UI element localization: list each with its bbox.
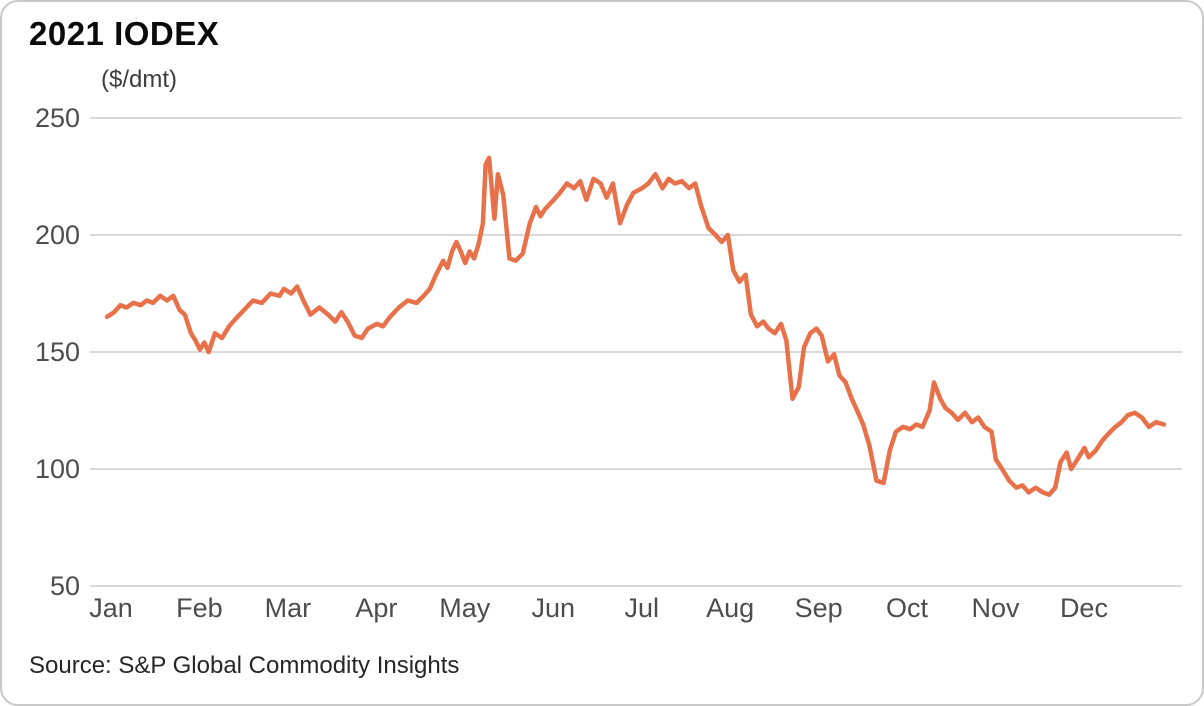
x-axis-label: Sep (795, 593, 843, 623)
x-axis-label: May (439, 593, 491, 623)
price-line (104, 155, 1167, 497)
x-axis-label: Jun (531, 593, 575, 623)
x-axis-label: Nov (971, 593, 1020, 623)
x-axis-label: Jan (89, 593, 133, 623)
x-axis-label: Apr (355, 593, 397, 623)
chart-title: 2021 IODEX (29, 15, 220, 52)
x-axis-label: Jul (624, 593, 659, 623)
y-axis-label: 100 (35, 454, 80, 484)
y-axis-label: 50 (50, 571, 80, 601)
x-axis-label: Feb (176, 593, 223, 623)
line-chart: 250 200 150 100 50 Jan Feb Mar Apr May Jun Jul Aug Se… (35, 103, 1182, 623)
source-note: Source: S&P Global Commodity Insights (29, 652, 460, 679)
y-axis-label: 200 (35, 220, 80, 250)
x-axis-label: Dec (1060, 593, 1108, 623)
y-axis-label: 250 (35, 103, 80, 133)
y-axis-unit-label: ($/dmt) (101, 66, 178, 93)
y-axis-label: 150 (35, 337, 80, 367)
x-axis-label: Mar (265, 593, 312, 623)
x-axis-label: Oct (886, 593, 929, 623)
x-axis-label: Aug (706, 593, 754, 623)
